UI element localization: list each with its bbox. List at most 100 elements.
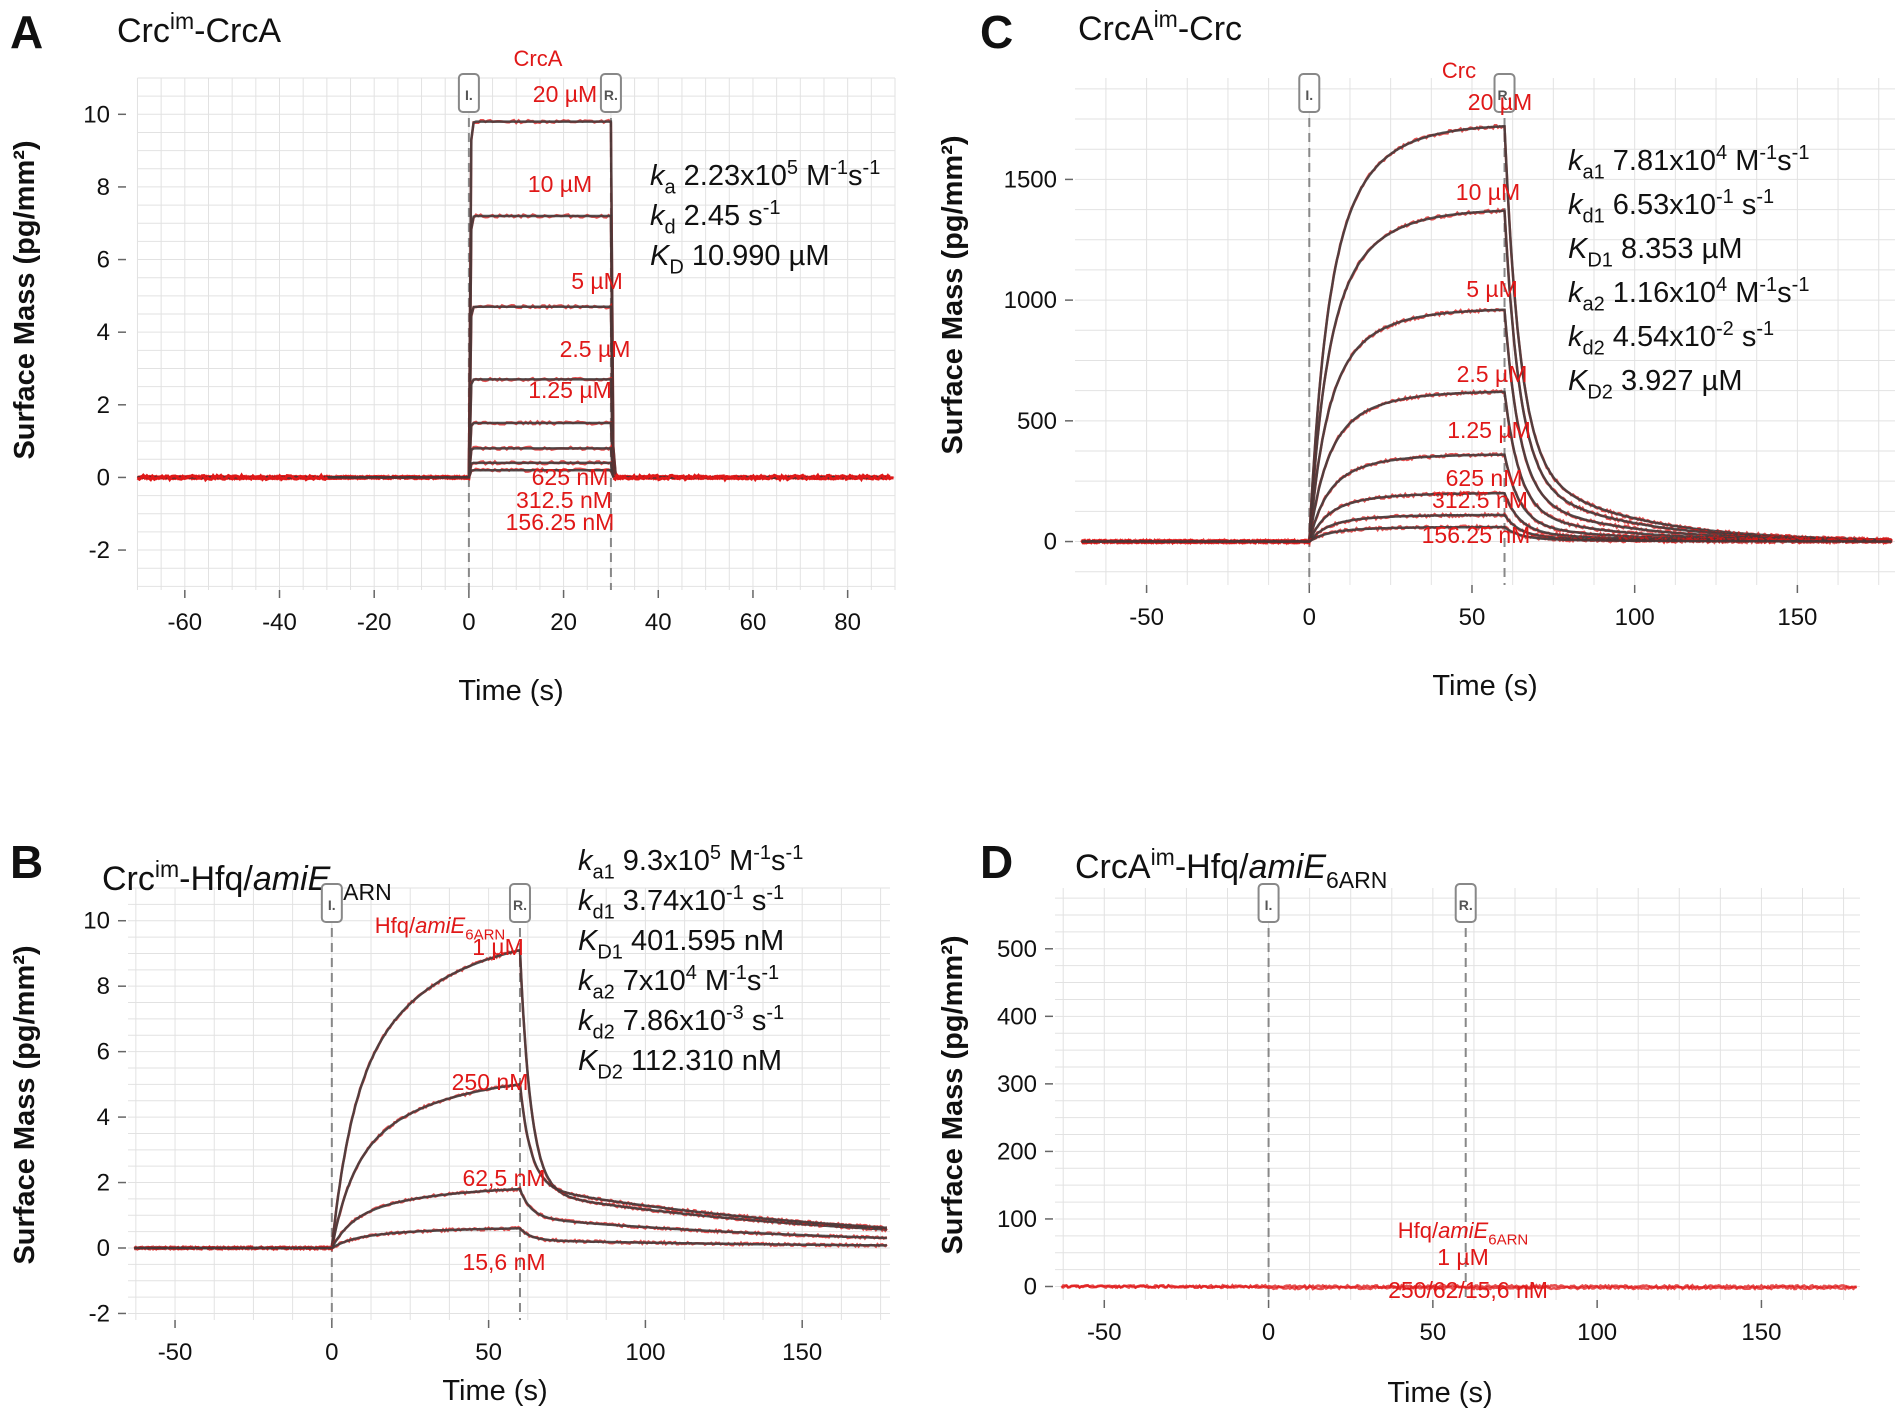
- sensorgram-curves: [1060, 1283, 1858, 1291]
- x-tick-label: 80: [834, 609, 861, 636]
- y-tick-label: 1000: [1004, 287, 1057, 314]
- panel-D: -50 0 50 100 150 0 100 200 300 400 500 Time (s) Surf…: [937, 836, 1860, 1409]
- sensorgram-curves: [136, 118, 894, 483]
- grid: [1075, 78, 1895, 585]
- y-tick-label: 0: [97, 464, 110, 491]
- y-tick-label: 1500: [1004, 166, 1057, 193]
- analyte-label: CrcA: [514, 46, 563, 71]
- x-tick-label: -50: [158, 1339, 193, 1366]
- y-axis-label: Surface Mass (pg/mm²): [937, 135, 969, 454]
- series-label: 62,5 nM: [462, 1165, 545, 1191]
- y-tick-label: 6: [97, 247, 110, 274]
- y-tick-label: 500: [997, 936, 1037, 963]
- injection-marker-label: I.: [1305, 87, 1313, 103]
- fit-curve: [134, 1227, 887, 1250]
- regeneration-marker-box: [1454, 883, 1477, 923]
- x-tick-label: 0: [1262, 1319, 1275, 1346]
- y-tick-label: 2: [97, 1170, 110, 1197]
- series-label: 312.5 nM: [1432, 487, 1528, 513]
- kinetic-parameter: KD2 3.927 µM: [1568, 365, 1742, 404]
- y-tick-label: -2: [89, 1300, 110, 1327]
- panel-title: Crcim-CrcA: [117, 8, 281, 50]
- x-tick-label: 50: [475, 1339, 502, 1366]
- y-tick-label: 0: [1024, 1273, 1037, 1300]
- series-label: 250/62/15,6 nM: [1388, 1277, 1548, 1303]
- data-curve: [1060, 1283, 1858, 1291]
- series-label: 1 µM: [1437, 1244, 1489, 1270]
- x-tick-label: 50: [1420, 1319, 1447, 1346]
- y-tick-label: 2: [97, 392, 110, 419]
- x-tick-label: 40: [645, 609, 672, 636]
- kinetic-parameter: ka1 9.3x105 M-1s-1: [578, 842, 803, 884]
- y-tick-label: 400: [997, 1003, 1037, 1030]
- x-tick-label: -20: [357, 609, 392, 636]
- y-tick-label: 300: [997, 1071, 1037, 1098]
- series-label: 250 nM: [452, 1069, 529, 1095]
- sensorgram-curves: [1080, 124, 1893, 547]
- fit-curve: [134, 948, 887, 1250]
- x-tick-label: 0: [1303, 604, 1316, 631]
- x-tick-label: 150: [1741, 1319, 1781, 1346]
- analyte-label: Hfq/amiE6ARN: [1398, 1218, 1529, 1249]
- series-label: 625 nM: [532, 464, 609, 490]
- regeneration-marker-box: [599, 73, 622, 113]
- y-tick-label: 4: [97, 319, 110, 346]
- x-tick-label: -50: [1087, 1319, 1122, 1346]
- y-tick-label: 8: [97, 174, 110, 201]
- panel-title: Crcim-Hfq/amiE6ARN: [102, 856, 392, 905]
- kinetic-parameter: kd2 7.86x10-3 s-1: [578, 1002, 784, 1044]
- grid: [128, 887, 890, 1320]
- panel-letter: B: [10, 836, 43, 888]
- x-tick-label: 150: [782, 1339, 822, 1366]
- kinetic-parameter: ka 2.23x105 M-1s-1: [650, 157, 880, 199]
- regeneration-marker-label: R.: [513, 897, 527, 913]
- panel-letter: A: [10, 6, 43, 58]
- kinetic-parameter: KD 10.990 µM: [650, 240, 829, 279]
- data-curve: [133, 948, 888, 1252]
- data-curve: [136, 302, 891, 481]
- injection-marker-label: I.: [328, 897, 336, 913]
- y-tick-label: 0: [1044, 529, 1057, 556]
- y-tick-label: 6: [97, 1039, 110, 1066]
- kinetic-parameter: ka2 7x104 M-1s-1: [578, 962, 779, 1004]
- y-tick-label: 8: [97, 973, 110, 1000]
- kinetic-parameter: KD1 8.353 µM: [1568, 233, 1742, 272]
- series-label: 625 nM: [1446, 465, 1523, 491]
- panel-title: CrcAim-Crc: [1078, 6, 1242, 48]
- series-label: 1 µM: [472, 934, 524, 960]
- panel-letter: D: [980, 836, 1013, 888]
- x-tick-label: 100: [1615, 604, 1655, 631]
- kinetic-parameter: kd2 4.54x10-2 s-1: [1568, 318, 1774, 360]
- series-label: 156.25 nM: [506, 509, 615, 535]
- y-tick-label: 10: [83, 908, 110, 935]
- series-label: 2.5 µM: [560, 336, 631, 362]
- series-label: 20 µM: [1468, 89, 1532, 115]
- injection-marker-box: [320, 883, 343, 923]
- x-tick-label: 150: [1777, 604, 1817, 631]
- analyte-label: Hfq/amiE6ARN: [375, 913, 506, 944]
- fit-curve: [1081, 525, 1892, 543]
- x-tick-label: -50: [1129, 604, 1164, 631]
- x-tick-label: 0: [325, 1339, 338, 1366]
- series-label: 312.5 nM: [516, 487, 612, 513]
- kinetic-parameter: kd1 6.53x10-1 s-1: [1568, 186, 1774, 228]
- regeneration-marker-label: R.: [1498, 87, 1512, 103]
- x-axis-label: Time (s): [1432, 670, 1537, 702]
- panel-letter: C: [980, 6, 1013, 58]
- series-label: 15,6 nM: [462, 1249, 545, 1275]
- kinetic-parameter: KD2 112.310 nM: [578, 1045, 782, 1084]
- x-tick-label: 100: [625, 1339, 665, 1366]
- series-label: 1.25 µM: [1447, 417, 1531, 443]
- series-label: 10 µM: [1456, 179, 1520, 205]
- regeneration-marker-label: R.: [604, 87, 618, 103]
- y-tick-label: 0: [97, 1235, 110, 1262]
- regeneration-marker-label: R.: [1459, 897, 1473, 913]
- baseline-noise: [612, 472, 894, 483]
- grid: [1055, 888, 1860, 1300]
- panel-B: -50 0 50 100 150 -2 0 2 4 6 8 10 Time (s) Surface Mas…: [9, 836, 890, 1407]
- series-label: 20 µM: [533, 81, 597, 107]
- injection-marker-box: [1298, 73, 1321, 113]
